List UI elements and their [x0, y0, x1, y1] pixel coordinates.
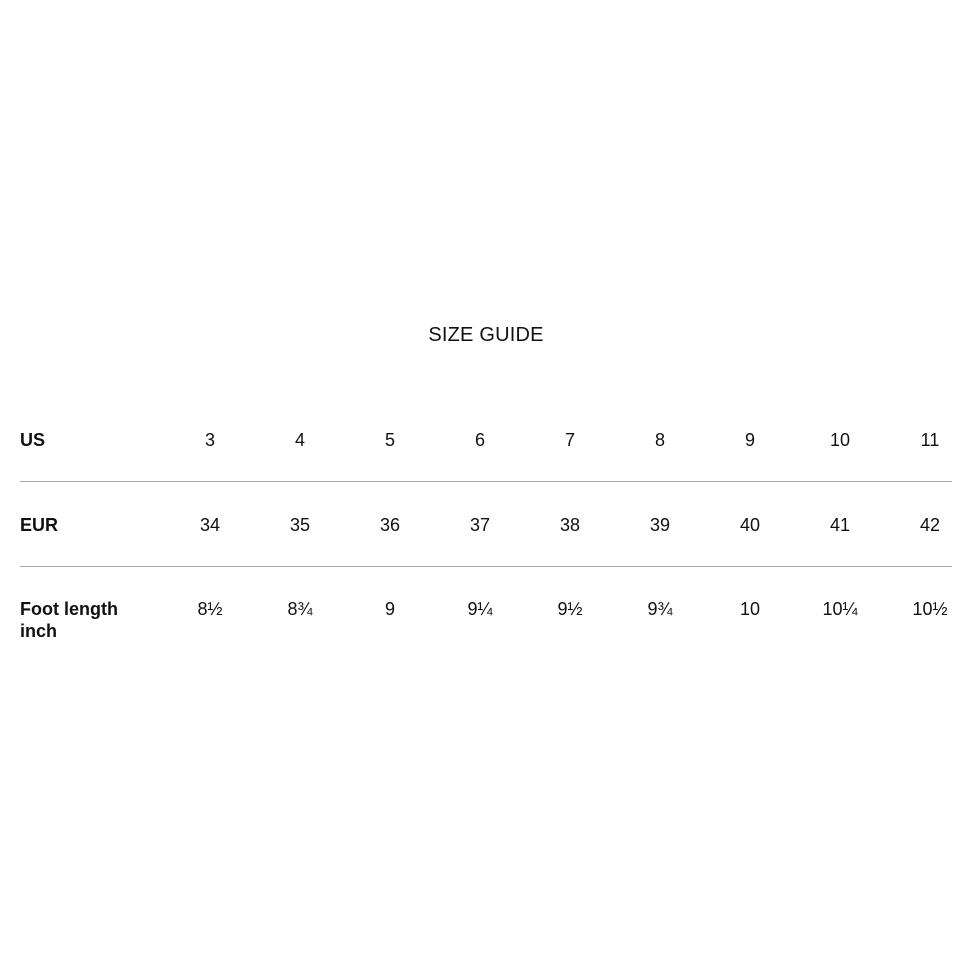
table-cell: 42 — [919, 515, 941, 535]
table-cell: 36 — [379, 515, 401, 535]
row-label: EUR — [20, 515, 59, 535]
table-cell: 34 — [199, 515, 221, 535]
table-cell: 9¼ — [467, 599, 493, 619]
table-cell: 35 — [289, 515, 311, 535]
table-row: EUR 34 35 36 37 38 39 40 41 42 — [0, 514, 972, 554]
row-label: Foot length inch — [20, 599, 118, 641]
table-cell: 9 — [744, 430, 755, 450]
table-cell: 39 — [649, 515, 671, 535]
table-cell: 10¼ — [822, 599, 858, 619]
table-cell: 7 — [564, 430, 575, 450]
table-cell: 11 — [920, 430, 940, 450]
table-cell: 10 — [739, 599, 761, 619]
table-cell: 8½ — [197, 599, 223, 619]
row-label: US — [20, 430, 46, 450]
table-row: Foot length inch 8½ 8¾ 9 9¼ 9½ 9¾ 10 10¼ 10½ — [0, 598, 972, 641]
table-cell: 4 — [294, 430, 305, 450]
table-cell: 40 — [739, 515, 761, 535]
table-cell: 9¾ — [647, 599, 673, 619]
table-cell: 8 — [654, 430, 665, 450]
table-cell: 10 — [829, 430, 851, 450]
table-cell: 3 — [204, 430, 215, 450]
page-title: SIZE GUIDE — [428, 324, 544, 346]
table-cell: 41 — [829, 515, 851, 535]
table-cell: 38 — [559, 515, 581, 535]
table-cell: 9 — [384, 599, 395, 619]
table-cell: 8¾ — [287, 599, 313, 619]
table-cell: 10½ — [912, 599, 948, 619]
table-cell: 37 — [469, 515, 491, 535]
divider — [20, 566, 952, 567]
divider — [20, 481, 952, 482]
table-cell: 6 — [474, 430, 485, 450]
table-row: US 3 4 5 6 7 8 9 10 11 — [0, 429, 972, 469]
table-cell: 5 — [384, 430, 395, 450]
table-cell: 9½ — [557, 599, 583, 619]
